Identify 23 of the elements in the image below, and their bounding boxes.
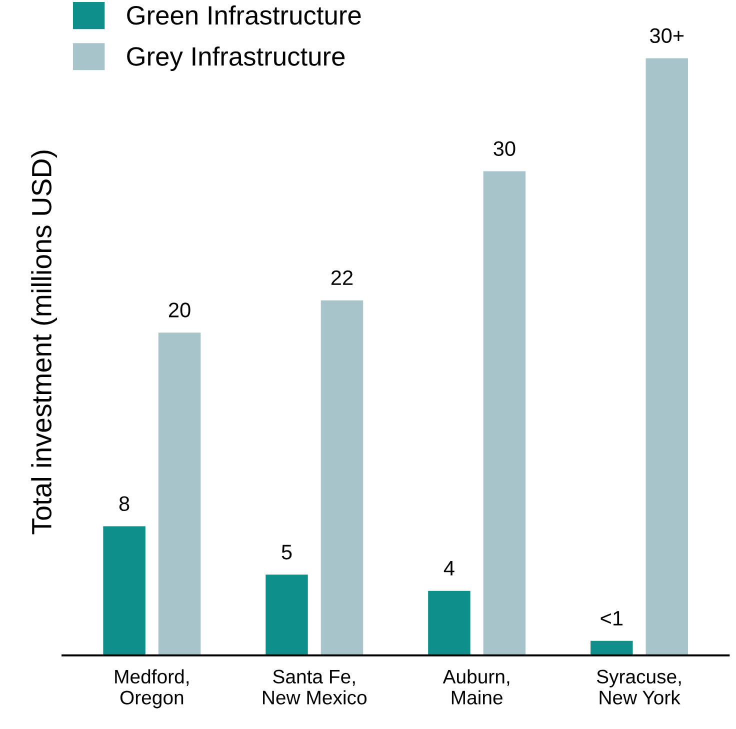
data-label: 22 (331, 270, 353, 285)
x-tick-label: Syracuse, New York (596, 670, 681, 704)
data-label: 8 (119, 496, 130, 512)
bar (158, 332, 201, 656)
bar (103, 526, 146, 656)
bar (428, 590, 470, 656)
bar (646, 58, 688, 656)
x-tick-label: Medford, Oregon (115, 669, 189, 708)
data-label: 4 (444, 561, 454, 576)
legend-label: Green Infrastructure (127, 5, 361, 25)
x-tick-label: Santa Fe, New Mexico (263, 670, 366, 704)
data-label: <1 (600, 611, 623, 626)
bar (590, 640, 633, 656)
bar (483, 171, 526, 656)
data-label: 5 (282, 544, 292, 560)
data-label: 30 (494, 141, 516, 156)
legend-label: Grey Infrastructure (127, 46, 345, 72)
x-tick-label: Auburn, Maine (442, 669, 510, 704)
data-label: 20 (168, 302, 190, 318)
bar (266, 574, 308, 656)
bar (320, 300, 364, 656)
y-axis-title: Total investment (millions USD) (31, 150, 57, 534)
data-label: 30+ (650, 28, 684, 44)
